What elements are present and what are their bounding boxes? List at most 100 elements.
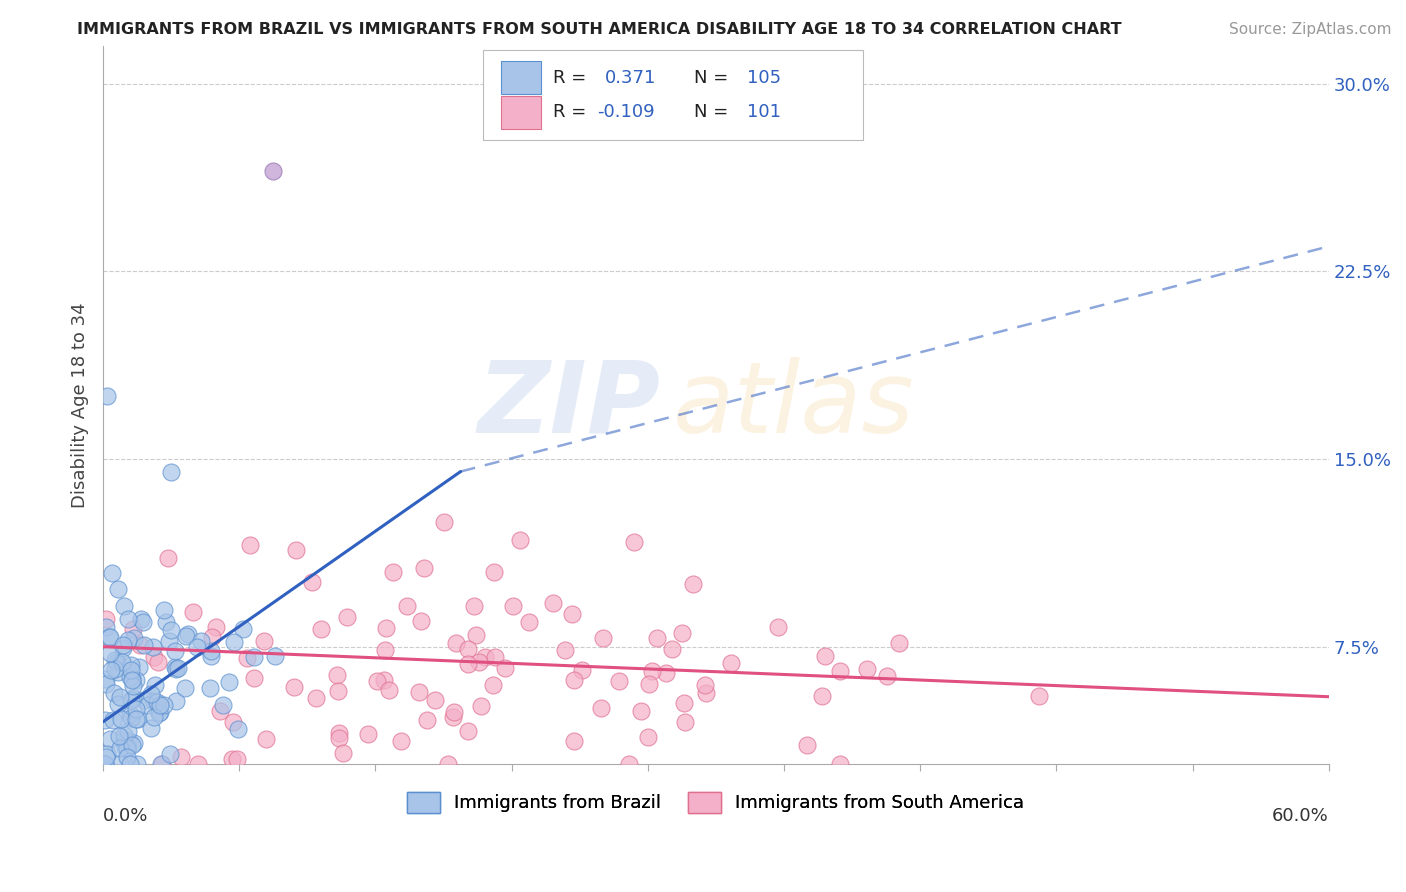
FancyBboxPatch shape bbox=[502, 95, 541, 128]
Point bbox=[796, 738, 818, 752]
Point bbox=[148, 655, 170, 669]
Point bbox=[562, 734, 585, 748]
Point bbox=[222, 635, 245, 649]
Point bbox=[120, 692, 142, 706]
Point bbox=[482, 678, 505, 692]
Point bbox=[309, 622, 332, 636]
Point bbox=[541, 596, 564, 610]
Text: 60.0%: 60.0% bbox=[1272, 807, 1329, 825]
Point bbox=[389, 734, 412, 748]
Point bbox=[366, 673, 388, 688]
Point bbox=[201, 630, 224, 644]
Point bbox=[415, 713, 437, 727]
Point bbox=[143, 678, 166, 692]
Point bbox=[125, 702, 148, 716]
Point bbox=[641, 664, 664, 678]
Point bbox=[235, 650, 257, 665]
Point bbox=[104, 653, 127, 667]
Point bbox=[654, 665, 676, 680]
Point bbox=[357, 727, 380, 741]
Point bbox=[226, 722, 249, 736]
Point bbox=[221, 752, 243, 766]
Point bbox=[443, 706, 465, 720]
Point bbox=[630, 704, 652, 718]
Point bbox=[637, 677, 659, 691]
Point bbox=[165, 694, 187, 708]
Point bbox=[96, 389, 118, 403]
Point bbox=[619, 757, 641, 772]
Point bbox=[112, 599, 135, 614]
Point bbox=[108, 690, 131, 705]
Point bbox=[96, 750, 118, 764]
Point bbox=[148, 706, 170, 720]
Point bbox=[103, 686, 125, 700]
Point bbox=[856, 662, 879, 676]
Point bbox=[423, 692, 446, 706]
Point bbox=[467, 655, 489, 669]
Point bbox=[673, 714, 696, 729]
Point bbox=[382, 566, 405, 580]
Point bbox=[186, 640, 208, 655]
Point bbox=[145, 695, 167, 709]
Point bbox=[138, 698, 160, 712]
Point bbox=[121, 711, 143, 725]
Point bbox=[470, 699, 492, 714]
Point bbox=[562, 673, 585, 687]
Point bbox=[114, 739, 136, 754]
Point bbox=[174, 629, 197, 643]
Point bbox=[828, 664, 851, 678]
FancyBboxPatch shape bbox=[502, 62, 541, 95]
Point bbox=[127, 712, 149, 726]
Point bbox=[98, 630, 121, 644]
Text: 105: 105 bbox=[747, 69, 780, 87]
Point bbox=[103, 713, 125, 727]
Point bbox=[94, 757, 117, 772]
Point bbox=[160, 465, 183, 479]
Point bbox=[482, 565, 505, 579]
Point bbox=[94, 757, 117, 772]
Point bbox=[239, 538, 262, 552]
Point bbox=[94, 713, 117, 727]
Text: 0.0%: 0.0% bbox=[103, 807, 149, 825]
Point bbox=[408, 685, 430, 699]
Point bbox=[100, 663, 122, 677]
Point bbox=[814, 648, 837, 663]
Point bbox=[187, 757, 209, 772]
Point bbox=[811, 689, 834, 703]
Y-axis label: Disability Age 18 to 34: Disability Age 18 to 34 bbox=[72, 302, 89, 508]
Point bbox=[661, 642, 683, 657]
Point bbox=[457, 641, 479, 656]
Point bbox=[149, 698, 172, 713]
Point bbox=[121, 673, 143, 687]
Point bbox=[115, 740, 138, 755]
Point bbox=[98, 630, 121, 644]
Point bbox=[112, 733, 135, 747]
Point bbox=[720, 656, 742, 670]
Point bbox=[828, 757, 851, 772]
Point bbox=[444, 636, 467, 650]
Point bbox=[111, 640, 134, 655]
Point bbox=[637, 731, 659, 745]
Point bbox=[561, 607, 583, 622]
Point bbox=[120, 658, 142, 673]
Point bbox=[121, 738, 143, 752]
Point bbox=[645, 631, 668, 645]
Point bbox=[122, 736, 145, 750]
Point bbox=[198, 681, 221, 695]
Text: IMMIGRANTS FROM BRAZIL VS IMMIGRANTS FROM SOUTH AMERICA DISABILITY AGE 18 TO 34 : IMMIGRANTS FROM BRAZIL VS IMMIGRANTS FRO… bbox=[77, 22, 1122, 37]
Point bbox=[101, 566, 124, 580]
Text: 0.371: 0.371 bbox=[605, 69, 655, 87]
Point bbox=[225, 752, 247, 766]
Point bbox=[693, 678, 716, 692]
Text: 101: 101 bbox=[747, 103, 780, 121]
Point bbox=[474, 649, 496, 664]
Point bbox=[110, 712, 132, 726]
Point bbox=[174, 681, 197, 696]
Point bbox=[336, 610, 359, 624]
Point bbox=[129, 638, 152, 652]
Point bbox=[107, 665, 129, 679]
Point bbox=[262, 164, 284, 178]
Point bbox=[157, 633, 180, 648]
Point bbox=[283, 681, 305, 695]
Point bbox=[1028, 690, 1050, 704]
